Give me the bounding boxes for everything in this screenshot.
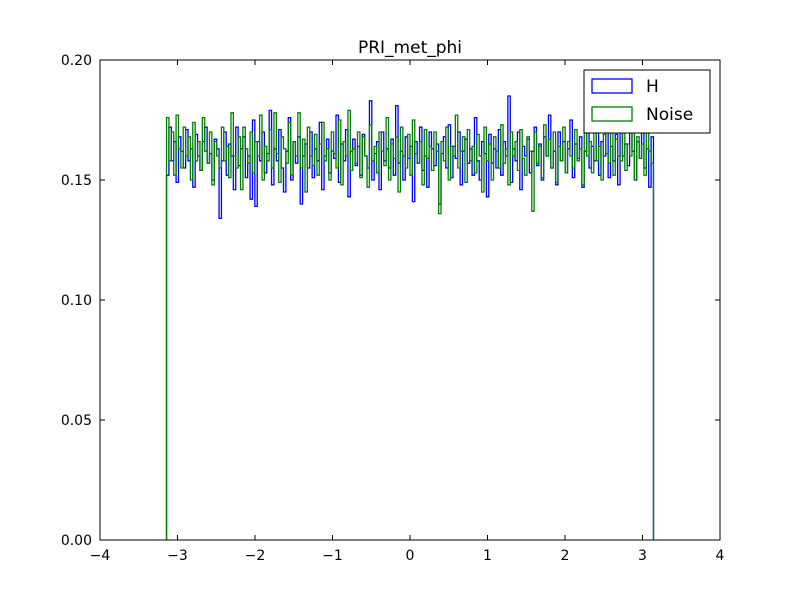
legend-label-noise: Noise [646, 105, 693, 125]
legend-swatch-h [591, 78, 633, 94]
legend-swatch-noise [591, 106, 633, 122]
x-tick-label: 1 [483, 548, 492, 564]
x-tick-label: −2 [245, 548, 266, 564]
x-tick-label: 4 [716, 548, 725, 564]
y-tick-label: 0.05 [61, 413, 92, 429]
series-line-noise [165, 109, 655, 540]
y-tick-label: 0.10 [61, 293, 92, 309]
x-tick-label: −3 [167, 548, 188, 564]
x-tick-label: 3 [638, 548, 647, 564]
y-tick-label: 0.00 [61, 533, 92, 549]
legend-box [583, 69, 711, 134]
x-tick-label: 0 [406, 548, 415, 564]
x-tick-label: 2 [561, 548, 570, 564]
y-tick-label: 0.15 [61, 173, 92, 189]
y-tick-label: 0.20 [61, 53, 92, 69]
chart-title: PRI_met_phi [358, 38, 462, 58]
axes-layer: −4 −3 −2 −1 0 1 2 3 4 0.00 0.05 0.10 0.15 0.20 [61, 53, 725, 564]
legend: H Noise [583, 69, 711, 134]
x-tick-label: −4 [90, 548, 111, 564]
legend-label-h: H [646, 77, 659, 97]
x-tick-label: −1 [322, 548, 343, 564]
series-layer [165, 92, 655, 540]
